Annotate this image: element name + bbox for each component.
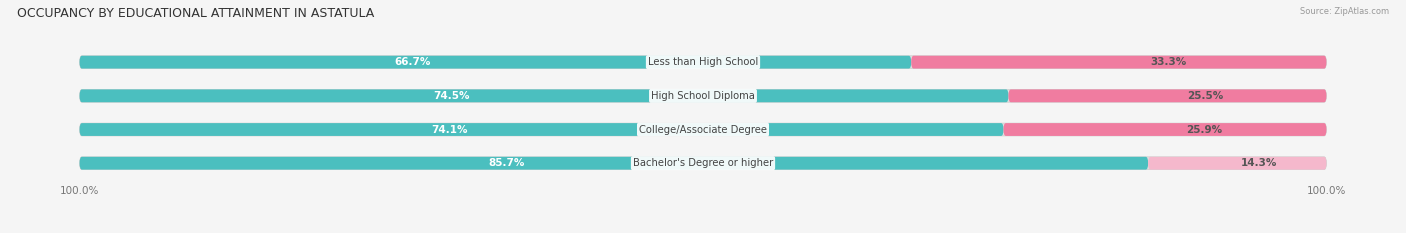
FancyBboxPatch shape [911,56,1326,69]
Text: 85.7%: 85.7% [489,158,526,168]
Text: Less than High School: Less than High School [648,57,758,67]
Text: College/Associate Degree: College/Associate Degree [638,124,768,134]
Text: 74.1%: 74.1% [430,124,467,134]
FancyBboxPatch shape [80,56,911,69]
Text: 33.3%: 33.3% [1150,57,1187,67]
FancyBboxPatch shape [80,123,1326,136]
FancyBboxPatch shape [1004,123,1326,136]
Text: OCCUPANCY BY EDUCATIONAL ATTAINMENT IN ASTATULA: OCCUPANCY BY EDUCATIONAL ATTAINMENT IN A… [17,7,374,20]
Text: Source: ZipAtlas.com: Source: ZipAtlas.com [1301,7,1389,16]
FancyBboxPatch shape [80,157,1326,170]
FancyBboxPatch shape [80,157,1149,170]
FancyBboxPatch shape [80,123,1004,136]
Text: 25.5%: 25.5% [1188,91,1223,101]
FancyBboxPatch shape [80,89,1008,102]
FancyBboxPatch shape [80,89,1326,102]
FancyBboxPatch shape [1008,89,1326,102]
Text: Bachelor's Degree or higher: Bachelor's Degree or higher [633,158,773,168]
Text: 74.5%: 74.5% [433,91,470,101]
FancyBboxPatch shape [1149,157,1326,170]
Text: High School Diploma: High School Diploma [651,91,755,101]
Legend: Owner-occupied, Renter-occupied: Owner-occupied, Renter-occupied [595,231,811,233]
Text: 25.9%: 25.9% [1185,124,1222,134]
Text: 66.7%: 66.7% [394,57,430,67]
FancyBboxPatch shape [80,56,1326,69]
Text: 14.3%: 14.3% [1240,158,1277,168]
